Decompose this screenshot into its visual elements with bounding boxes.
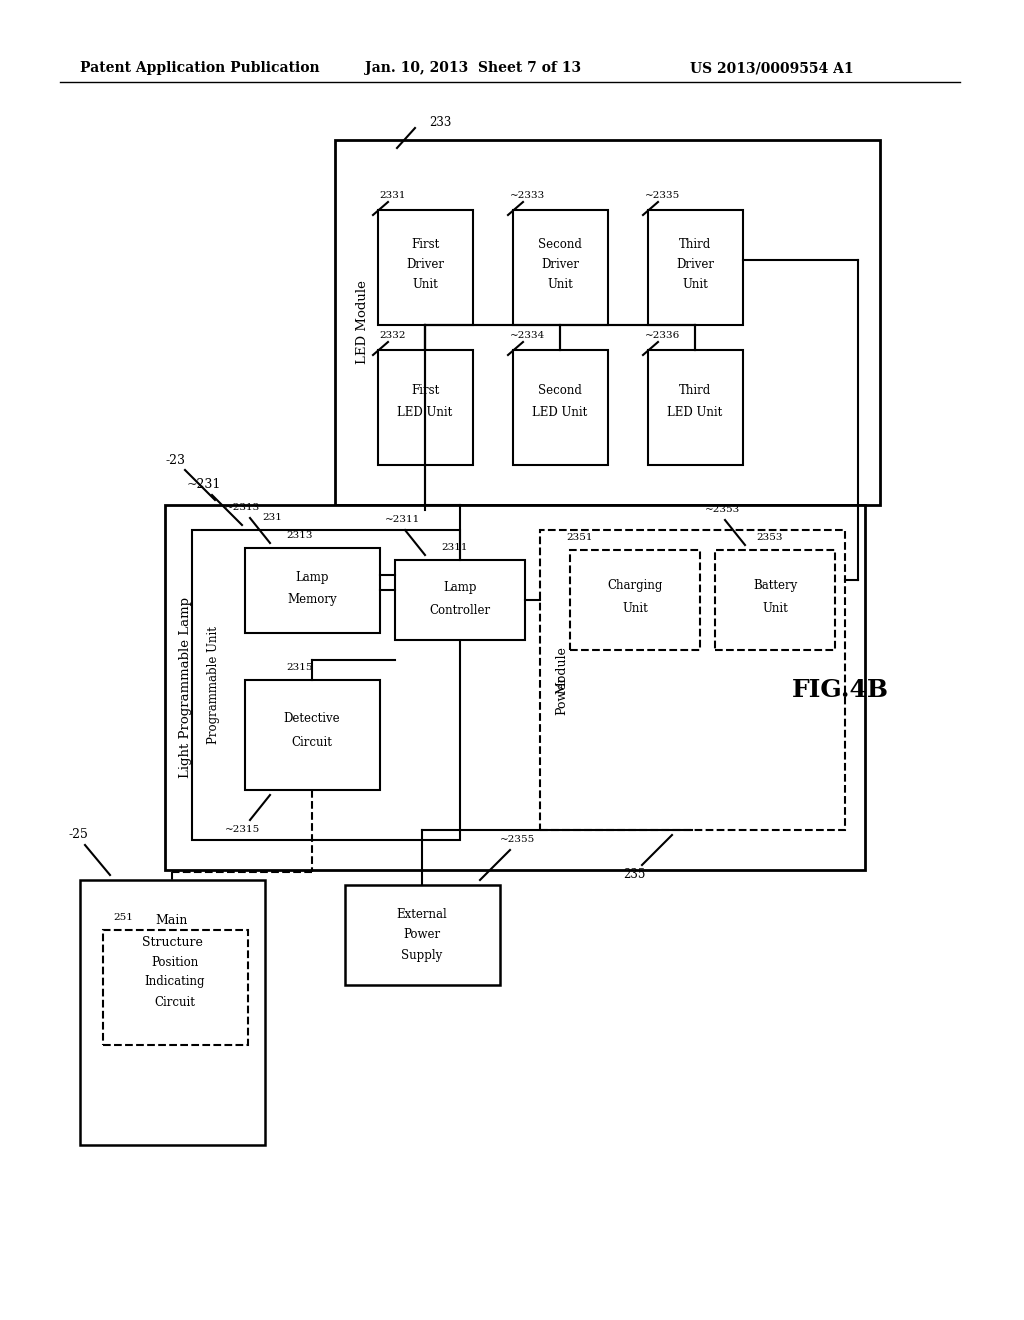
Bar [378,210,473,325]
Text: -23: -23 [165,454,185,466]
Text: 2331: 2331 [380,190,407,199]
Text: Battery: Battery [753,579,797,593]
Text: ~2335: ~2335 [645,190,681,199]
Text: Position: Position [152,956,199,969]
Bar [245,548,380,634]
Text: Indicating: Indicating [144,975,205,989]
Text: Unit: Unit [762,602,787,615]
Text: 2315: 2315 [287,664,313,672]
Text: LED Unit: LED Unit [532,405,588,418]
Text: FIG.4B: FIG.4B [792,678,889,702]
Text: Patent Application Publication: Patent Application Publication [80,61,319,75]
Bar [165,506,865,870]
Text: Power: Power [555,676,568,715]
Text: Power: Power [403,928,440,941]
Text: LED Unit: LED Unit [668,405,723,418]
Text: Third: Third [679,239,711,252]
Text: Main: Main [156,913,188,927]
Text: Structure: Structure [141,936,203,949]
Text: ~2355: ~2355 [501,836,536,845]
Text: ~2311: ~2311 [385,516,421,524]
Bar [513,350,608,465]
Text: Lamp: Lamp [443,582,477,594]
Bar [80,880,265,1144]
Text: ~2315: ~2315 [225,825,261,834]
Text: 2351: 2351 [566,533,593,543]
Text: 233: 233 [429,116,452,128]
Text: ~2336: ~2336 [645,330,681,339]
Bar [345,884,500,985]
Bar [648,350,743,465]
Text: Light Programmable Lamp: Light Programmable Lamp [178,597,191,777]
Text: External: External [396,908,447,921]
Bar [570,550,700,649]
Bar [193,531,460,840]
Text: First: First [411,239,439,252]
Text: Jan. 10, 2013  Sheet 7 of 13: Jan. 10, 2013 Sheet 7 of 13 [365,61,582,75]
Text: Detective: Detective [284,711,340,725]
Text: -25: -25 [68,829,88,842]
Bar [715,550,835,649]
Text: Unit: Unit [623,602,648,615]
Bar [648,210,743,325]
Text: 251: 251 [113,913,133,923]
Text: Circuit: Circuit [155,995,196,1008]
Bar [103,931,248,1045]
Text: Programmable Unit: Programmable Unit [208,626,220,744]
Text: Second: Second [538,239,582,252]
Bar [245,680,380,789]
Text: Memory: Memory [287,594,337,606]
Text: Supply: Supply [401,949,442,961]
Text: Unit: Unit [682,279,708,292]
Text: 2311: 2311 [441,544,468,553]
Text: Controller: Controller [429,603,490,616]
Text: 2353: 2353 [757,533,783,543]
Text: Lamp: Lamp [295,572,329,585]
Bar [335,140,880,506]
Text: Driver: Driver [676,259,714,272]
Text: Driver: Driver [541,259,579,272]
Text: Circuit: Circuit [292,735,333,748]
Text: 2313: 2313 [287,532,313,540]
Bar [513,210,608,325]
Text: Driver: Driver [406,259,444,272]
Text: ~2334: ~2334 [510,330,546,339]
Bar [395,560,525,640]
Text: Second: Second [538,384,582,396]
Text: US 2013/0009554 A1: US 2013/0009554 A1 [690,61,854,75]
Text: ~2313: ~2313 [225,503,261,512]
Text: ~2333: ~2333 [510,190,546,199]
Text: Unit: Unit [412,279,438,292]
Text: LED Module: LED Module [356,280,370,364]
Text: LED Unit: LED Unit [397,405,453,418]
Bar [378,350,473,465]
Bar [540,531,845,830]
Text: Third: Third [679,384,711,396]
Text: Module: Module [555,645,568,694]
Text: Unit: Unit [547,279,572,292]
Text: ~2353: ~2353 [706,506,740,515]
Text: 235: 235 [623,869,645,882]
Text: Charging: Charging [607,579,663,593]
Text: ~231: ~231 [186,479,221,491]
Text: 231: 231 [262,513,282,523]
Text: First: First [411,384,439,396]
Text: 2332: 2332 [380,330,407,339]
